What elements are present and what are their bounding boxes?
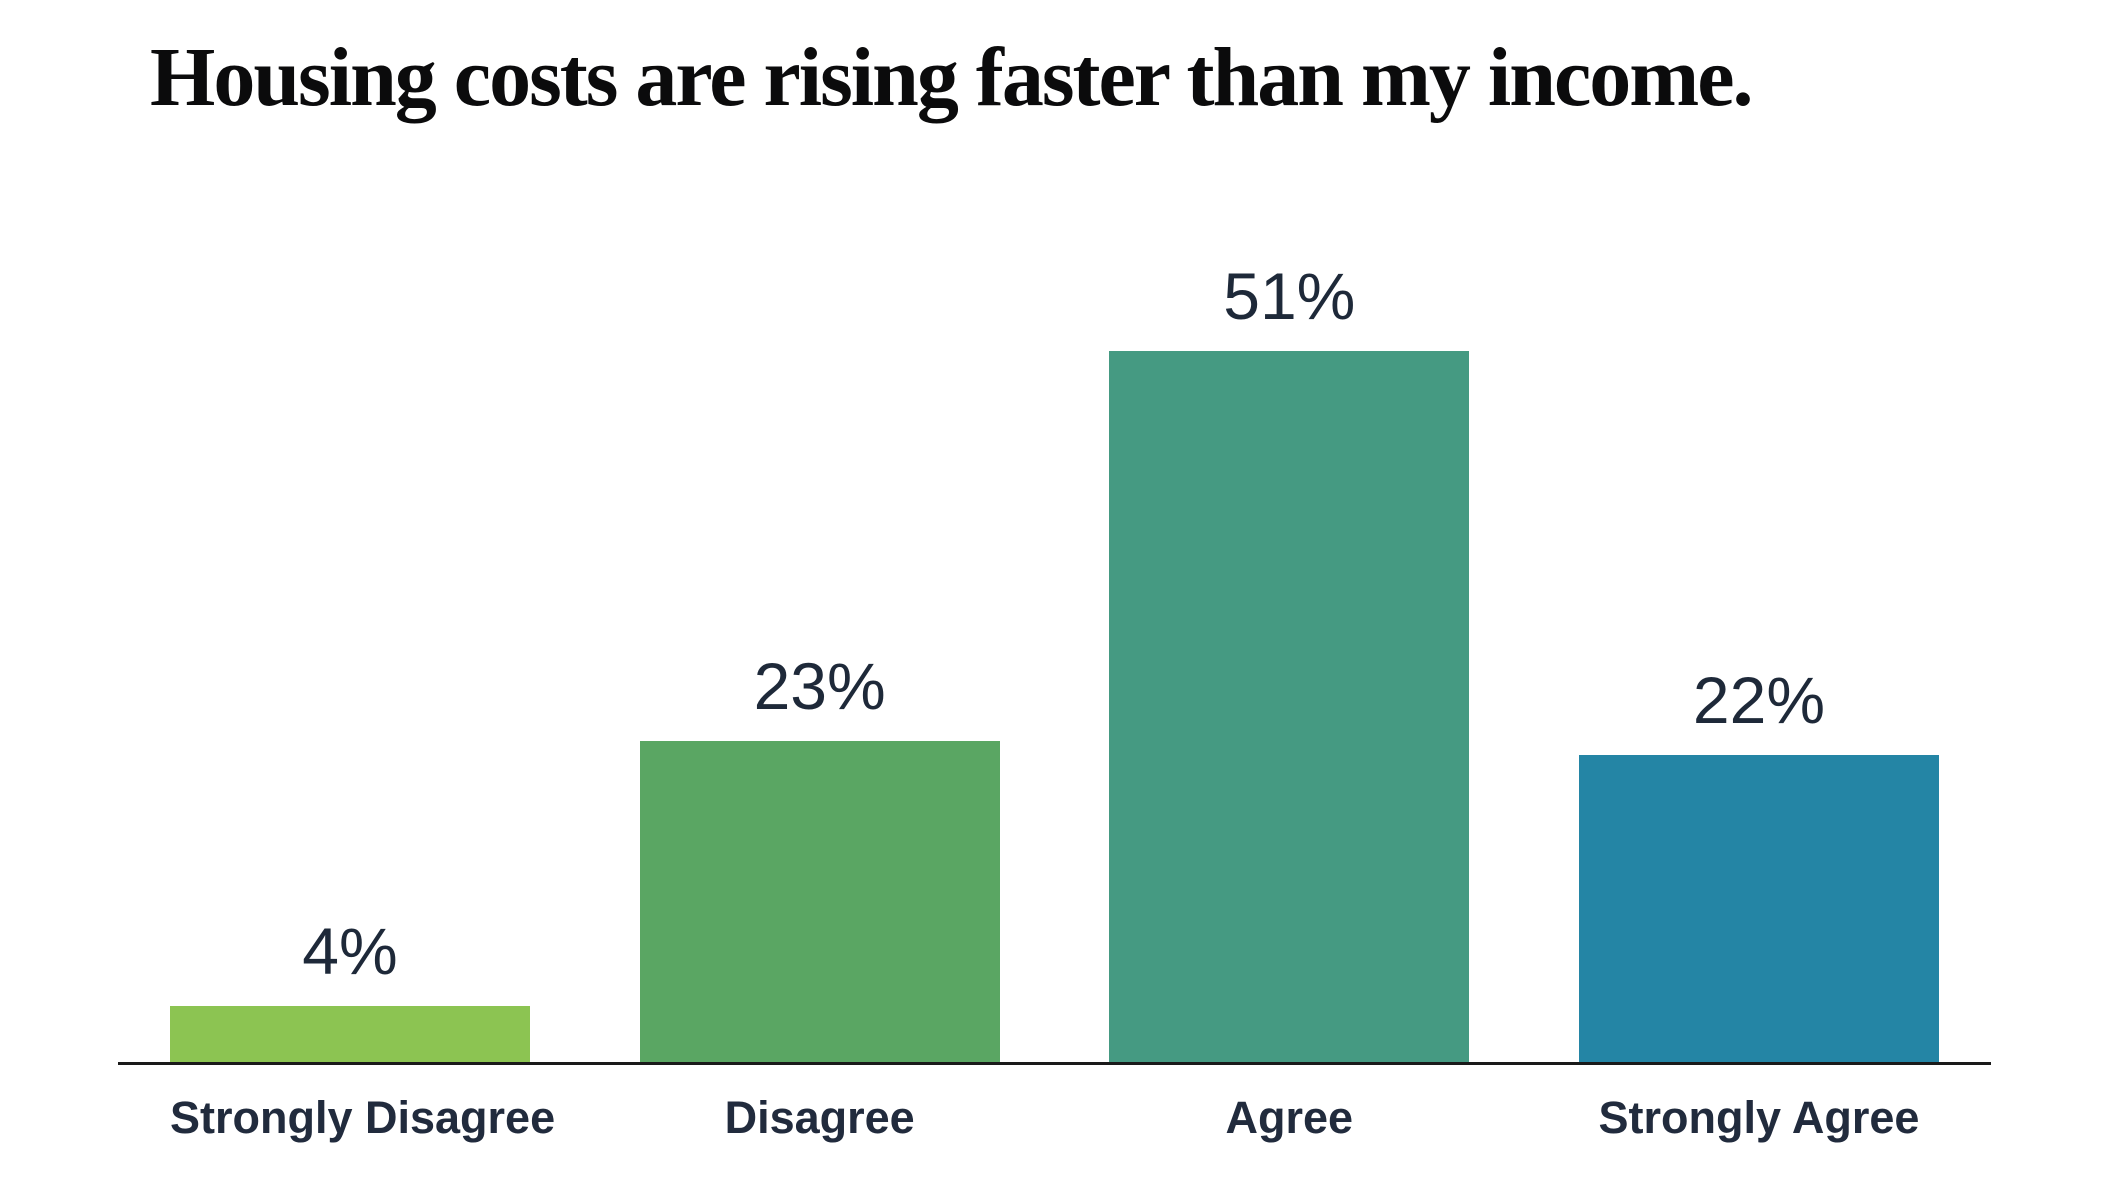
bar xyxy=(639,741,1000,1062)
category-label: Disagree xyxy=(724,1092,915,1143)
bar-value-label: 22% xyxy=(1692,663,1826,737)
category-labels-row: Strongly Disagree Disagree Agree Strongly A… xyxy=(118,1093,1991,1143)
bar-value-label: 23% xyxy=(753,649,886,723)
bar xyxy=(170,1006,530,1062)
bar-group: 4% xyxy=(170,918,530,1062)
bar-group: 22% xyxy=(1578,663,1939,1062)
bars-container: 4% 23% 51% 22% xyxy=(118,235,1991,1065)
chart-plot-area: 4% 23% 51% 22% Strongly Disagree Disagree Agr… xyxy=(118,235,1991,1143)
bar-group: 23% xyxy=(639,649,1000,1062)
chart-title: Housing costs are rising faster than my … xyxy=(150,31,1754,124)
bar xyxy=(1578,755,1939,1062)
category-label: Agree xyxy=(1225,1092,1354,1143)
bar-group: 51% xyxy=(1109,259,1470,1062)
category-label: Strongly Disagree xyxy=(170,1092,556,1143)
bar xyxy=(1109,351,1470,1062)
category-label: Strongly Agree xyxy=(1598,1092,1920,1143)
bar-value-label: 4% xyxy=(302,914,398,988)
bar-value-label: 51% xyxy=(1223,259,1356,333)
